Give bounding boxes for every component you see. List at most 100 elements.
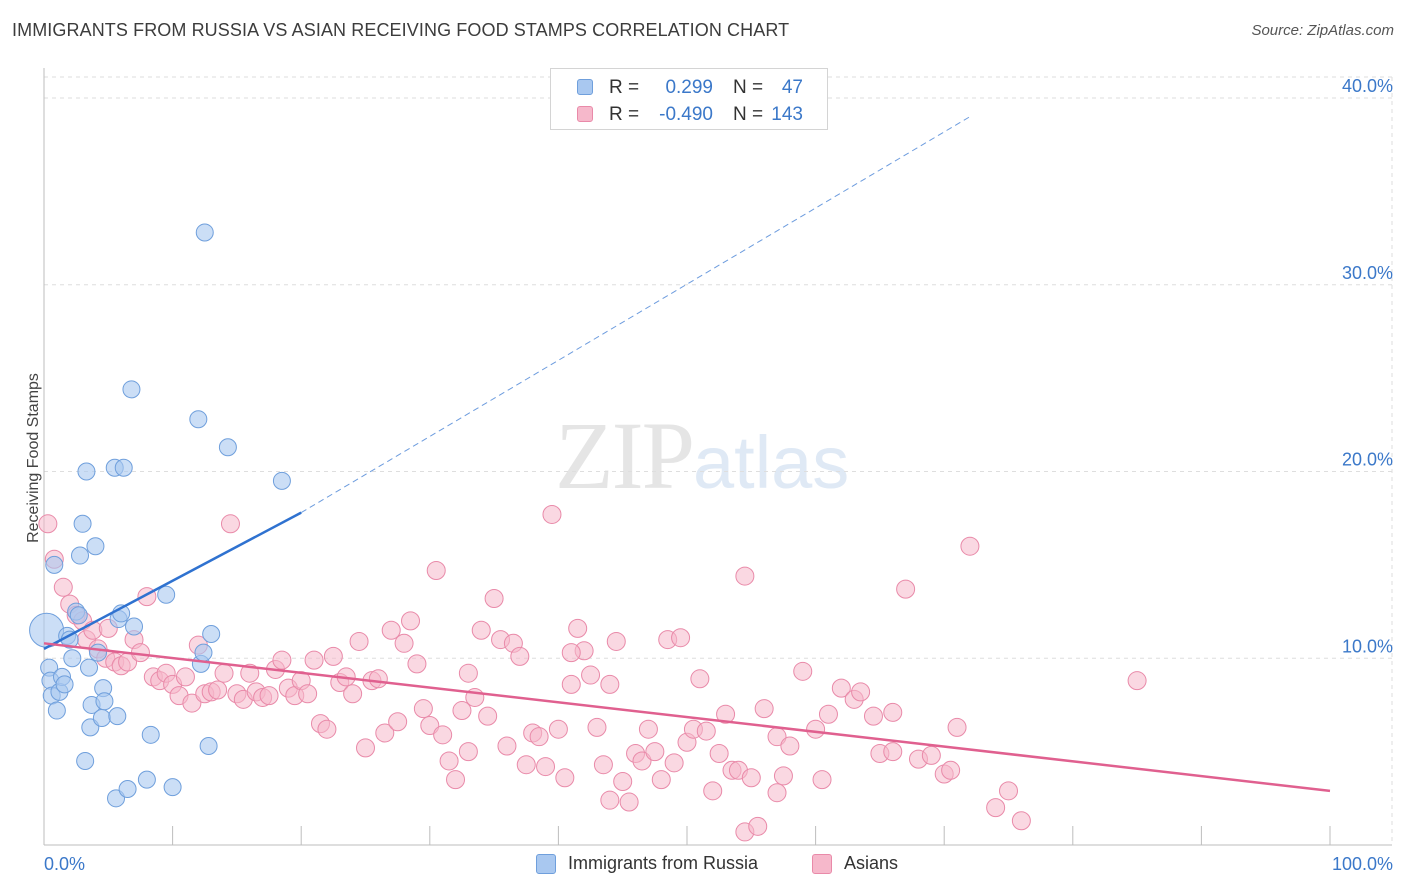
asian-point-58 <box>407 654 427 674</box>
russia-point-25 <box>95 692 114 711</box>
russia-point-14 <box>71 546 90 565</box>
russia-point-41 <box>194 643 213 662</box>
russia-point-15 <box>73 514 92 533</box>
russia-point-21 <box>86 537 105 556</box>
watermark-zip: ZIP <box>555 402 695 509</box>
x-tick-label-0: 0.0% <box>44 854 85 874</box>
asian-points <box>38 504 1147 842</box>
russia-point-44 <box>202 624 221 643</box>
asian-point-64 <box>446 770 466 790</box>
russia-point-36 <box>141 725 160 744</box>
legend-asian-swatch <box>812 854 832 874</box>
asian-point-2 <box>53 577 73 597</box>
tick-labels: 10.0% 20.0% 30.0% 40.0% 0.0% 100.0% <box>44 76 1393 874</box>
asian-point-63 <box>439 751 459 771</box>
russia-swatch <box>577 79 593 95</box>
russia-n-value: 47 <box>781 77 803 98</box>
russia-point-34 <box>125 617 144 636</box>
russia-point-31 <box>114 458 133 477</box>
russia-point-8 <box>55 675 74 694</box>
asian-point-133 <box>1127 671 1147 691</box>
asian-point-134 <box>773 766 793 786</box>
russia-n-label: N = <box>733 77 764 98</box>
chart-source: Source: ZipAtlas.com <box>1251 22 1394 39</box>
asian-point-23 <box>182 693 202 713</box>
y-tick-label-10: 10.0% <box>1342 636 1393 656</box>
asian-point-85 <box>581 665 601 685</box>
asian-point-121 <box>863 706 883 726</box>
asian-point-90 <box>613 772 633 792</box>
asian-point-70 <box>484 588 504 608</box>
asian-point-111 <box>754 699 774 719</box>
asian-point-116 <box>812 770 832 790</box>
asian-point-93 <box>632 751 652 771</box>
russia-r-value: 0.299 <box>665 77 713 98</box>
asian-point-104 <box>703 781 723 801</box>
legend-russia-label: Immigrants from Russia <box>568 853 759 873</box>
asian-point-41 <box>298 684 318 704</box>
asian-point-50 <box>356 738 375 758</box>
asian-point-48 <box>343 684 363 704</box>
asian-point-0 <box>38 514 58 534</box>
asian-point-49 <box>349 631 369 651</box>
asian-point-132 <box>1011 811 1031 831</box>
russia-point-38 <box>163 778 182 797</box>
asian-point-27 <box>208 680 228 700</box>
asian-point-141 <box>767 783 787 803</box>
asian-point-91 <box>619 792 639 812</box>
asian-point-102 <box>690 669 710 689</box>
russia-point-4 <box>45 555 64 574</box>
asian-point-99 <box>671 628 691 648</box>
asian-point-96 <box>651 770 671 790</box>
asian-point-45 <box>323 646 343 666</box>
russia-point-43 <box>199 737 218 756</box>
asian-point-53 <box>375 723 395 743</box>
asian-point-29 <box>220 514 240 534</box>
series-legend: Immigrants from Russia Asians <box>0 850 1406 878</box>
watermark: ZIPatlas <box>555 400 849 511</box>
asian-point-118 <box>831 678 851 698</box>
asian-point-83 <box>568 618 588 638</box>
asian-point-138 <box>748 816 768 836</box>
asian-point-106 <box>716 704 736 724</box>
y-tick-label-40: 40.0% <box>1342 76 1393 96</box>
asian-point-35 <box>259 686 279 706</box>
asian-point-72 <box>497 736 517 756</box>
asian-point-65 <box>452 701 472 721</box>
asian-point-82 <box>561 674 581 694</box>
russia-point-42 <box>195 223 214 242</box>
asian-point-22 <box>175 667 195 687</box>
asian-point-126 <box>921 745 941 765</box>
asian-point-139 <box>941 760 961 780</box>
asian-point-114 <box>793 661 813 681</box>
y-tick-label-20: 20.0% <box>1342 450 1393 470</box>
asian-point-80 <box>548 719 568 739</box>
asian-point-37 <box>272 650 292 670</box>
asian-point-89 <box>606 631 626 651</box>
asian-point-61 <box>426 560 446 580</box>
asian-point-28 <box>214 663 234 683</box>
asian-point-128 <box>947 717 967 737</box>
russia-point-17 <box>77 462 96 481</box>
asian-point-55 <box>388 712 408 732</box>
asian-point-130 <box>986 798 1006 818</box>
asian-point-86 <box>587 717 607 737</box>
asian-point-79 <box>542 504 562 524</box>
asian-point-115 <box>806 719 826 739</box>
asian-point-81 <box>555 768 575 788</box>
asian-trend-line <box>43 642 1331 793</box>
russia-r-label: R = <box>609 77 640 98</box>
asian-point-75 <box>516 755 536 775</box>
asian-point-78 <box>536 757 556 777</box>
asian-point-77 <box>529 727 549 747</box>
asian-point-60 <box>420 715 440 735</box>
russia-point-32 <box>118 779 137 798</box>
trend-lines <box>43 116 1331 793</box>
asian-point-117 <box>818 704 838 724</box>
russia-point-46 <box>272 471 291 490</box>
legend-russia-swatch <box>536 854 556 874</box>
asian-n-label: N = <box>733 104 764 125</box>
asian-point-52 <box>368 669 388 689</box>
asian-point-140 <box>458 663 478 683</box>
